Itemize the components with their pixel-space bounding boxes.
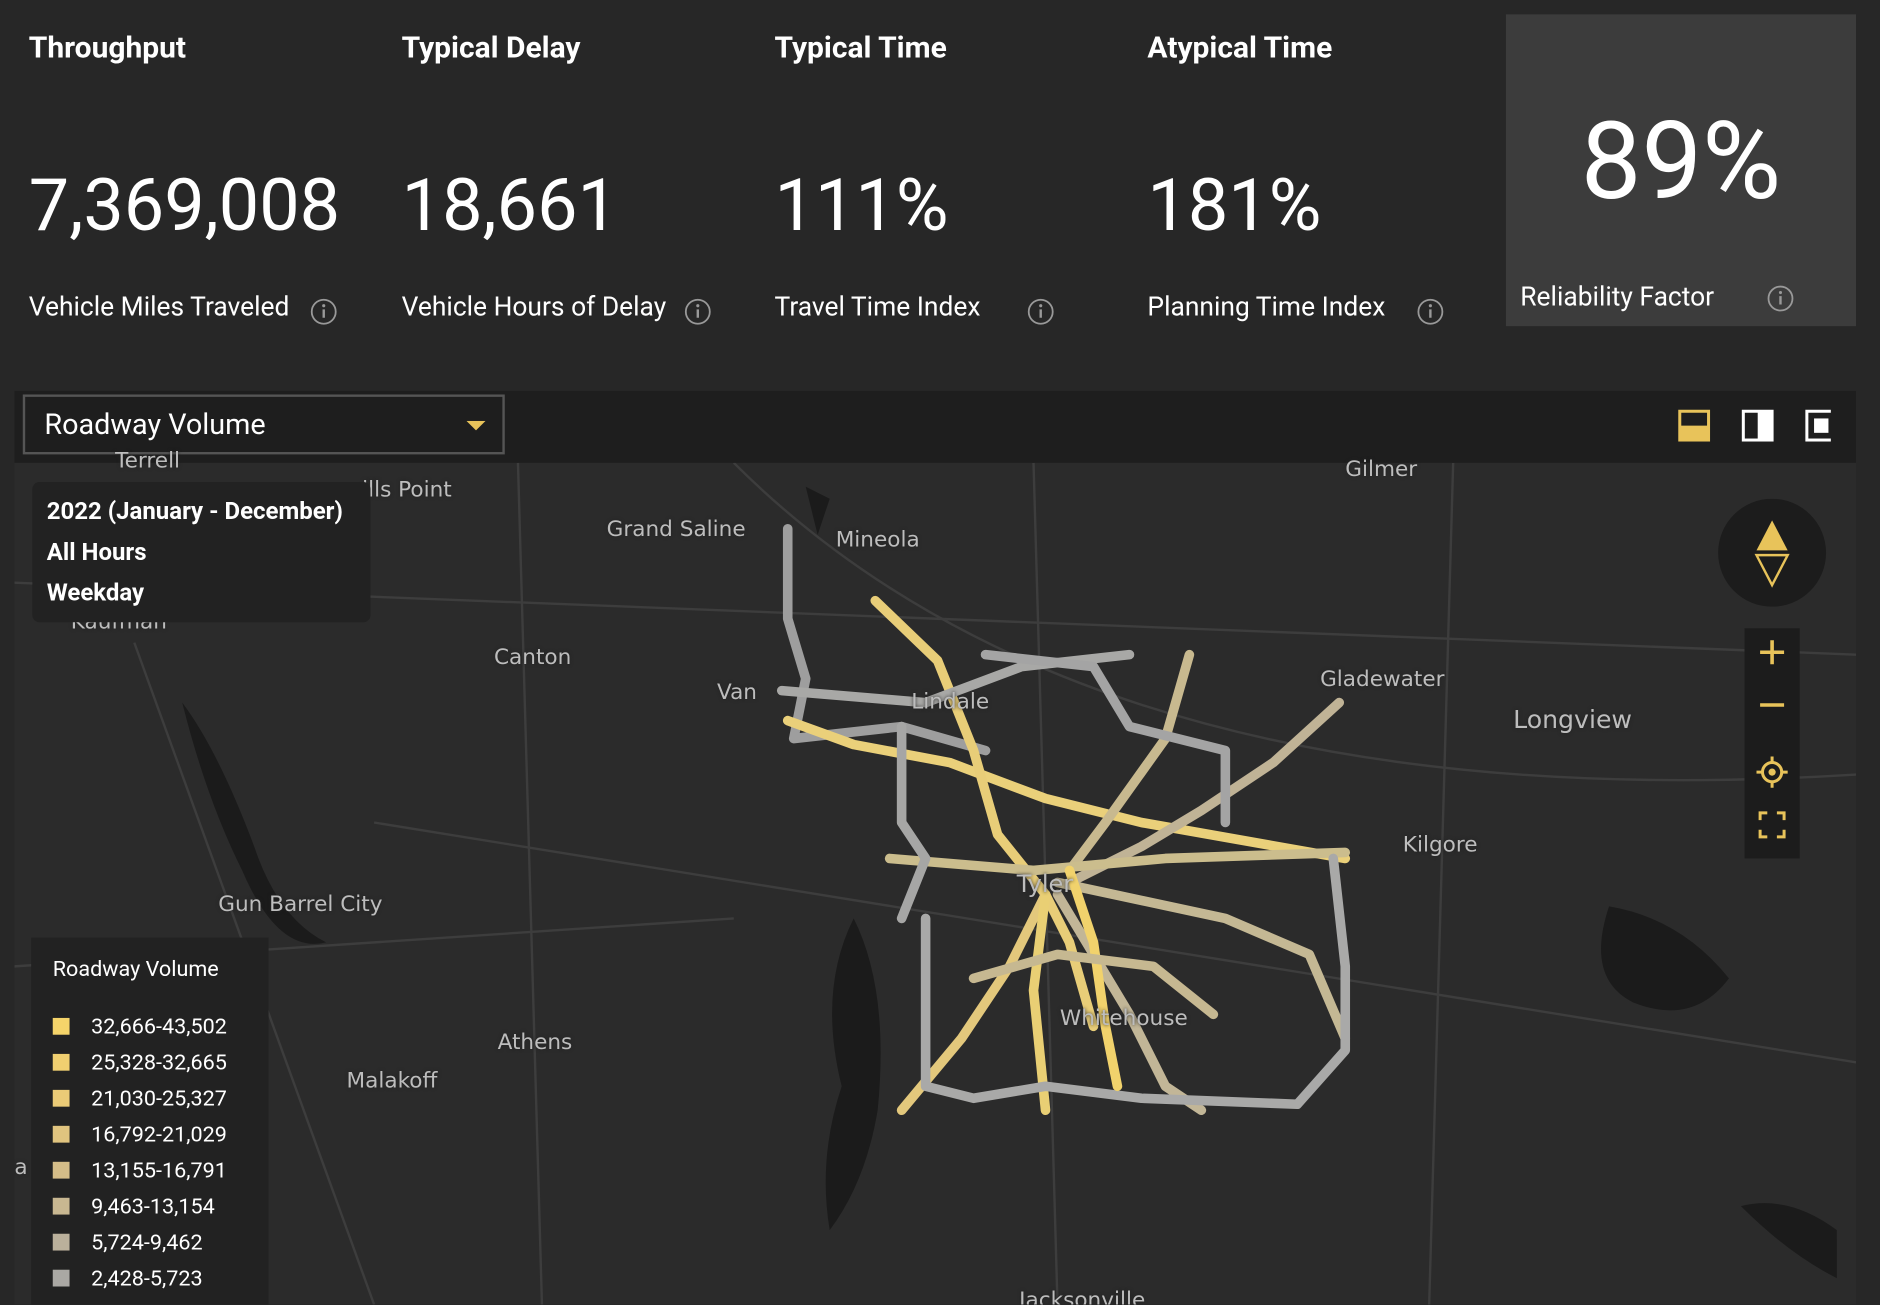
metric-card: Typical Delay 18,661 Vehicle Hours of Dela… [387, 14, 737, 326]
metric-value: 18,661 [401, 163, 618, 249]
place-label: Gilmer [1345, 456, 1418, 482]
place-label: Athens [497, 1029, 573, 1056]
metric-title: Atypical Time [1147, 31, 1333, 66]
legend-title: Roadway Volume [52, 956, 219, 982]
reliability-card: 89% Reliability Factor [1505, 14, 1857, 327]
metric-title: Typical Time [774, 31, 947, 66]
legend-swatch [52, 1233, 70, 1251]
place-label: Lindale [911, 689, 990, 715]
legend: Roadway Volume 32,666-43,502 25,328-32,665… [31, 937, 269, 1305]
place-label: Canton [493, 645, 572, 671]
metric-label: Travel Time Index [774, 292, 981, 323]
place-label: Gladewater [1320, 666, 1445, 692]
info-icon[interactable] [1766, 284, 1795, 313]
legend-item: 5,724-9,462 [52, 1230, 203, 1256]
dropdown-arrow [466, 420, 486, 431]
info-icon[interactable] [1416, 297, 1445, 326]
map-toolbar: Roadway Volume [14, 390, 1857, 463]
legend-item: 2,428-5,723 [52, 1266, 203, 1292]
place-label: Jacksonville [1019, 1287, 1146, 1305]
legend-item: 9,463-13,154 [52, 1194, 215, 1220]
legend-item: 13,155-16,791 [52, 1158, 227, 1184]
info-icon[interactable] [683, 297, 712, 326]
metric-label: Planning Time Index [1147, 292, 1386, 323]
place-label: Tyler [1016, 869, 1074, 899]
place-label: Gun Barrel City [218, 892, 383, 918]
legend-label: 21,030-25,327 [91, 1086, 227, 1112]
info-icon[interactable] [1026, 297, 1055, 326]
legend-item: 25,328-32,665 [52, 1050, 227, 1076]
legend-swatch [52, 1197, 70, 1215]
legend-label: 5,724-9,462 [91, 1230, 203, 1256]
legend-label: 2,428-5,723 [91, 1266, 203, 1292]
legend-label: 25,328-32,665 [91, 1050, 227, 1076]
legend-label: 9,463-13,154 [91, 1194, 215, 1220]
place-label: Van [716, 679, 757, 706]
metric-value: 89% [1580, 98, 1782, 225]
period: 2022 (January - December) [46, 496, 343, 526]
layout-buttons[interactable] [1675, 408, 1831, 444]
legend-swatch [52, 1125, 70, 1143]
info-icon[interactable] [309, 297, 338, 326]
legend-item: 32,666-43,502 [52, 1014, 227, 1040]
metric-label: Vehicle Hours of Delay [401, 292, 667, 323]
place-label: Kilgore [1402, 832, 1478, 858]
metric-value: 7,369,008 [28, 163, 341, 249]
dropdown-value: Roadway Volume [44, 407, 266, 442]
place-label: Grand Saline [606, 516, 746, 542]
place-label: a [14, 1154, 28, 1180]
place-label: Longview [1513, 705, 1633, 734]
legend-item: 21,030-25,327 [52, 1086, 227, 1112]
metric-card: Atypical Time 181% Planning Time Index [1133, 14, 1483, 326]
place-label: ills Point [362, 477, 452, 503]
legend-label: 13,155-16,791 [91, 1158, 227, 1184]
metric-card: Typical Time 111% Travel Time Index [760, 14, 1110, 326]
legend-swatch [52, 1269, 70, 1287]
legend-swatch [52, 1089, 70, 1107]
metric-label: Vehicle Miles Traveled [28, 292, 290, 323]
legend-swatch [52, 1053, 70, 1071]
layer-dropdown[interactable]: Roadway Volume [22, 394, 505, 455]
filter-summary: 2022 (January - December) All Hours Week… [32, 481, 371, 623]
day-type: Weekday [46, 577, 145, 607]
place-label: Terrell [115, 448, 181, 474]
legend-item: 16,792-21,029 [52, 1122, 227, 1148]
legend-swatch [52, 1017, 70, 1035]
place-label: Whitehouse [1059, 1005, 1188, 1032]
map-panel: Roadway Volume Terrell ills Point Grand … [14, 390, 1857, 1305]
metric-value: 111% [774, 163, 949, 249]
metric-title: Throughput [28, 31, 187, 66]
metric-card: Throughput 7,369,008 Vehicle Miles Travele… [14, 14, 364, 326]
place-label: Mineola [835, 527, 920, 553]
metric-label: Reliability Factor [1520, 282, 1715, 313]
legend-label: 16,792-21,029 [91, 1122, 227, 1148]
legend-label: 32,666-43,502 [91, 1014, 227, 1040]
place-label: Malakoff [346, 1068, 438, 1094]
metric-title: Typical Delay [401, 31, 581, 66]
hours: All Hours [46, 537, 147, 566]
metric-value: 181% [1147, 163, 1322, 249]
legend-swatch [52, 1161, 70, 1179]
map-controls[interactable] [1717, 498, 1832, 859]
